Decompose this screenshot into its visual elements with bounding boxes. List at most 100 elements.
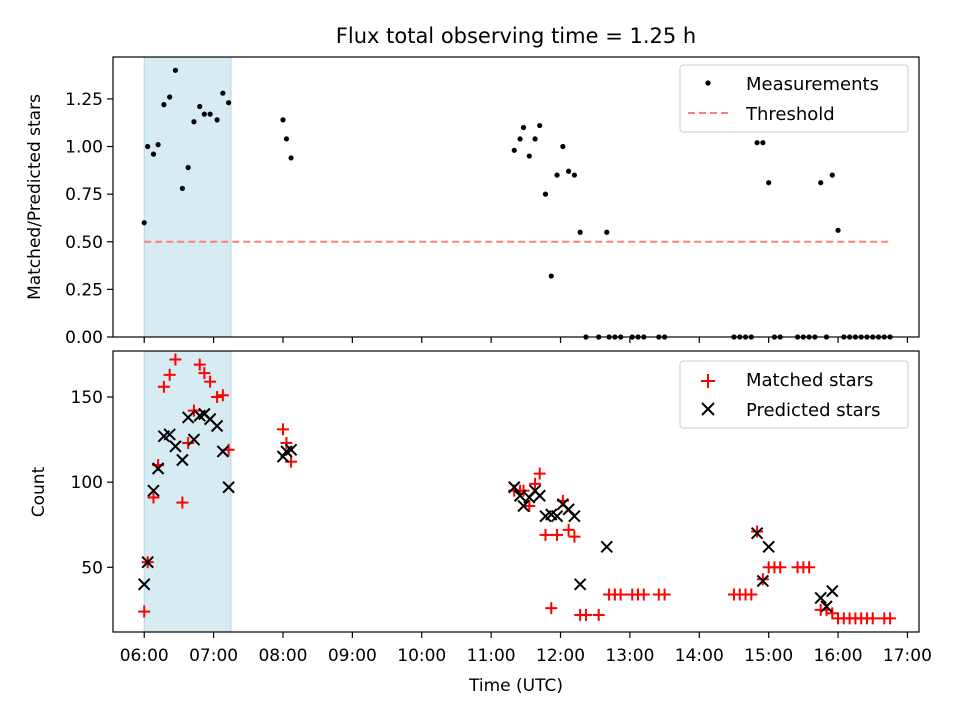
top-y-ticks: 0.00 0.25 0.50 0.75 1.00 1.25 xyxy=(65,90,113,348)
matched-star-point xyxy=(517,484,530,497)
predicted-star-point xyxy=(568,509,581,523)
matched-star-point xyxy=(198,367,211,380)
matched-star-point xyxy=(551,528,564,541)
measurement-point xyxy=(197,103,203,110)
bottom-x-ticks: 06:00 07:00 08:00 09:00 10:00 11:00 12:00 13:00… xyxy=(120,632,932,666)
matched-star-point xyxy=(866,612,879,625)
predicted-star-point xyxy=(826,584,839,598)
bottom-y-ticks: 50 100 150 xyxy=(71,388,113,578)
measurement-point xyxy=(517,136,523,142)
measurement-point xyxy=(283,136,290,142)
measurement-point xyxy=(766,180,772,186)
count-points xyxy=(138,353,897,625)
measurement-point xyxy=(155,142,161,148)
measurement-point xyxy=(554,172,560,178)
x-tick-label: 08:00 xyxy=(258,646,307,666)
predicted-star-point xyxy=(533,489,546,502)
top-axes-frame xyxy=(112,56,920,338)
matched-star-point xyxy=(774,561,787,574)
bottom-legend: Matched stars Predicted stars xyxy=(679,360,909,429)
matched-star-point xyxy=(216,389,229,402)
matched-star-point xyxy=(276,423,289,436)
matched-star-point xyxy=(884,612,897,625)
matched-star-point xyxy=(745,588,758,601)
measurement-point xyxy=(566,168,572,174)
matched-star-point xyxy=(176,496,189,509)
predicted-star-point xyxy=(151,462,165,475)
measurement-point xyxy=(532,136,538,142)
measurement-point xyxy=(185,164,191,171)
measurement-point xyxy=(511,147,517,153)
predicted-star-point xyxy=(163,428,176,441)
measurement-point xyxy=(604,229,610,235)
predicted-star-point xyxy=(216,445,230,458)
x-tick-label: 06:00 xyxy=(120,646,169,666)
predicted-star-point xyxy=(820,600,833,613)
matched-star-point xyxy=(204,375,217,388)
matched-star-point xyxy=(533,467,546,480)
matched-star-point xyxy=(579,608,592,621)
matched-star-point xyxy=(529,477,542,490)
top-x-ticks xyxy=(143,337,909,343)
measurement-point xyxy=(207,111,213,117)
matched-star-point xyxy=(157,380,170,393)
measurement-point xyxy=(288,155,294,161)
measurement-point xyxy=(542,191,549,197)
bottom-panel: 50 100 150 06:00 07:00 08:00 09:00 10:00 11:00 1… xyxy=(29,350,932,696)
legend-predicted-marker xyxy=(701,402,715,416)
x-axis-label: Time (UTC) xyxy=(468,676,563,696)
legend-measurements-label: Measurements xyxy=(746,74,879,95)
matched-star-point xyxy=(163,368,176,381)
predicted-star-point xyxy=(284,443,298,456)
measurement-point xyxy=(161,102,167,108)
x-tick-label: 07:00 xyxy=(189,646,238,666)
predicted-star-point xyxy=(138,578,151,591)
x-tick-label: 11:00 xyxy=(467,646,516,666)
x-tick-label: 14:00 xyxy=(675,646,724,666)
predicted-star-point xyxy=(517,499,530,513)
legend-threshold-label: Threshold xyxy=(745,104,835,125)
x-tick-label: 15:00 xyxy=(744,646,793,666)
top-panel: 0.00 0.25 0.50 0.75 1.00 1.25 Matched/Predict… xyxy=(25,56,920,348)
matched-star-point xyxy=(803,561,816,574)
measurement-point xyxy=(571,172,577,178)
legend-matched-marker xyxy=(701,374,715,388)
legend-predicted-label: Predicted stars xyxy=(746,400,880,421)
matched-star-point xyxy=(658,588,671,601)
matched-star-point xyxy=(751,525,764,538)
chart-title: Flux total observing time = 1.25 h xyxy=(336,24,696,48)
matched-star-point xyxy=(182,436,195,449)
predicted-star-point xyxy=(181,411,195,424)
matched-star-point xyxy=(545,602,558,615)
predicted-star-point xyxy=(814,591,827,605)
matched-star-point xyxy=(637,588,650,601)
measurement-point xyxy=(818,180,824,186)
bottom-y-tick-label: 150 xyxy=(71,388,103,408)
x-tick-label: 10:00 xyxy=(397,646,446,666)
measurement-point xyxy=(145,143,151,150)
matched-star-point xyxy=(614,588,627,601)
predicted-star-point xyxy=(550,509,564,523)
bottom-y-tick-label: 100 xyxy=(71,473,103,493)
matched-star-point xyxy=(169,353,182,366)
predicted-star-point xyxy=(600,540,613,554)
measurement-point xyxy=(141,220,147,226)
measurement-point xyxy=(226,100,232,106)
measurement-point xyxy=(835,227,841,233)
measurement-point xyxy=(526,153,532,159)
predicted-star-point xyxy=(222,481,235,494)
predicted-star-point xyxy=(573,578,587,591)
measurement-point xyxy=(520,124,527,131)
matched-star-point xyxy=(562,523,575,536)
predicted-star-point xyxy=(169,440,182,453)
measurement-point xyxy=(577,229,583,235)
predicted-star-point xyxy=(508,481,521,494)
predicted-star-point xyxy=(750,527,764,540)
matched-star-point xyxy=(539,528,552,541)
matched-star-point xyxy=(211,390,224,403)
bottom-y-axis-label: Count xyxy=(29,466,49,517)
x-tick-label: 09:00 xyxy=(328,646,377,666)
bottom-y-tick-label: 50 xyxy=(81,558,103,578)
matched-star-point xyxy=(147,491,160,504)
x-tick-label: 13:00 xyxy=(605,646,654,666)
